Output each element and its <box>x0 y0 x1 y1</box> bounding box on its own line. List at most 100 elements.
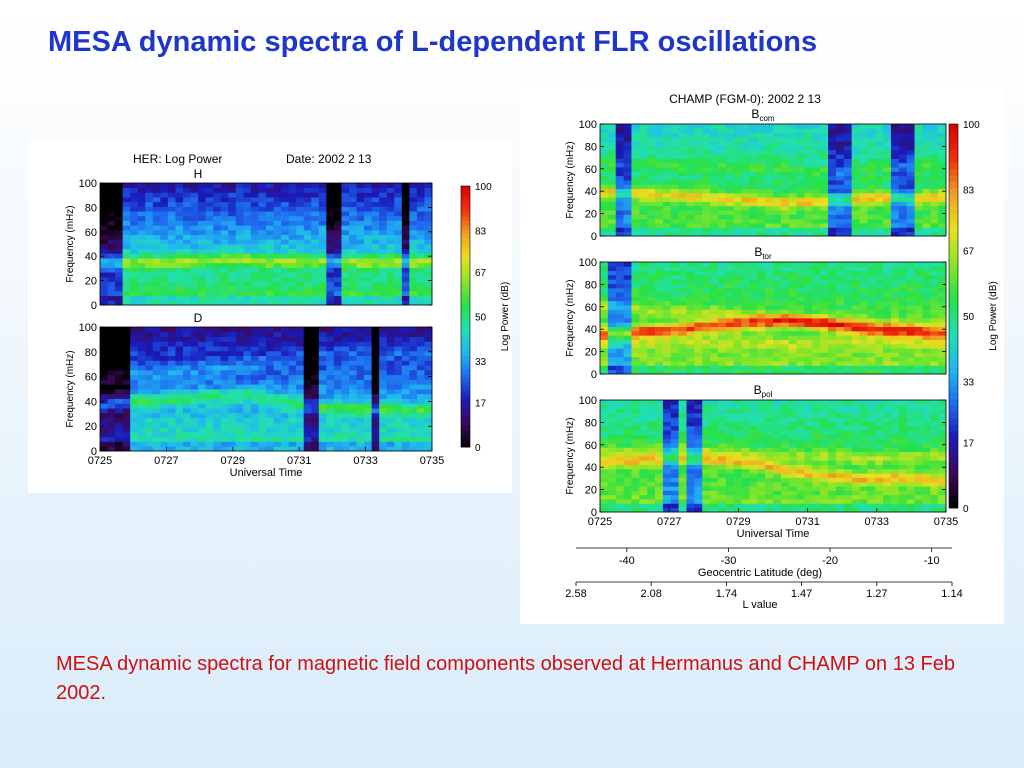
heatmap-cell <box>765 365 774 371</box>
heatmap-cell <box>409 446 418 452</box>
heatmap-cell <box>773 227 782 233</box>
heatmap-cell <box>364 408 373 414</box>
heatmap-cell <box>379 393 388 399</box>
heatmap-cell <box>235 412 244 419</box>
heatmap-cell <box>228 267 237 273</box>
heatmap-cell <box>780 167 790 172</box>
heatmap-cell <box>828 141 837 146</box>
heatmap-cell <box>898 201 908 207</box>
heatmap-cell <box>183 295 191 301</box>
heatmap-cell <box>828 313 837 319</box>
heatmap-cell <box>326 336 335 342</box>
heatmap-cell <box>152 225 161 231</box>
heatmap-cell <box>914 145 923 151</box>
heatmap-cell <box>183 369 191 376</box>
heatmap-cell <box>371 417 380 423</box>
heatmap-cell <box>914 283 923 289</box>
heatmap-cell <box>623 162 632 168</box>
heatmap-cell <box>780 192 790 198</box>
heatmap-cell <box>725 227 735 233</box>
heatmap-cell <box>930 356 939 362</box>
heatmap-cell <box>741 158 750 164</box>
heatmap-cell <box>804 197 813 202</box>
heatmap-cell <box>160 300 169 306</box>
heatmap-cell <box>401 427 410 433</box>
heatmap-cell <box>333 327 342 333</box>
heatmap-cell <box>288 360 297 366</box>
heatmap-cell <box>296 427 305 433</box>
heatmap-cell <box>749 270 758 276</box>
heatmap-cell <box>341 417 350 423</box>
heatmap-cell <box>273 441 282 447</box>
heatmap-cell <box>615 128 624 134</box>
heatmap-cell <box>296 374 305 380</box>
heatmap-cell <box>686 305 695 310</box>
heatmap-cell <box>220 327 229 333</box>
heatmap-cell <box>670 369 680 375</box>
heatmap-cell <box>804 322 813 328</box>
heatmap-cell <box>828 201 837 207</box>
heatmap-cell <box>741 339 750 345</box>
heatmap-cell <box>930 188 939 194</box>
heatmap-cell <box>639 408 648 414</box>
heatmap-cell <box>898 149 908 155</box>
heatmap-cell <box>243 374 252 380</box>
heatmap-cell <box>205 446 214 452</box>
heatmap-cell <box>175 253 184 259</box>
heatmap-cell <box>205 248 214 254</box>
heatmap-cell <box>115 258 124 264</box>
heatmap-cell <box>311 211 320 217</box>
heatmap-cell <box>356 229 365 236</box>
heatmap-cell <box>804 318 813 323</box>
heatmap-cell <box>670 184 680 190</box>
heatmap-cell <box>386 276 395 282</box>
heatmap-cell <box>401 211 410 217</box>
heatmap-cell <box>922 369 931 375</box>
heatmap-cell <box>757 175 766 181</box>
heatmap-cell <box>175 262 184 268</box>
heatmap-cell <box>741 145 750 151</box>
heatmap-cell <box>883 167 892 172</box>
heatmap-cell <box>273 427 282 433</box>
heatmap-cell <box>183 360 191 366</box>
heatmap-cell <box>273 350 282 357</box>
heatmap-cell <box>175 412 184 419</box>
heatmap-cell <box>773 132 782 138</box>
heatmap-cell <box>820 227 829 233</box>
heatmap-cell <box>843 322 853 328</box>
heatmap-cell <box>922 343 931 349</box>
heatmap-cell <box>394 220 403 226</box>
heatmap-cell <box>898 175 908 181</box>
heatmap-cell <box>183 197 191 203</box>
heatmap-cell <box>662 223 672 228</box>
heatmap-cell <box>364 331 373 337</box>
heatmap-cell <box>623 141 632 146</box>
heatmap-cell <box>281 248 290 254</box>
heatmap-cell <box>686 262 695 267</box>
heatmap-cell <box>804 279 813 284</box>
heatmap-cell <box>386 341 395 347</box>
heatmap-cell <box>137 281 146 287</box>
heatmap-cell <box>670 279 680 284</box>
colorbar-segment <box>461 433 470 439</box>
heatmap-cell <box>416 276 425 282</box>
heatmap-cell <box>266 215 274 221</box>
heatmap-cell <box>371 248 380 254</box>
heatmap-cell <box>812 154 821 159</box>
heatmap-cell <box>890 141 900 146</box>
heatmap-cell <box>647 132 656 138</box>
heatmap-cell <box>198 248 207 254</box>
heatmap-cell <box>318 258 327 264</box>
heatmap-cell <box>228 183 237 189</box>
heatmap-cell <box>349 379 357 385</box>
heatmap-cell <box>303 211 312 217</box>
heatmap-cell <box>678 356 687 362</box>
heatmap-cell <box>662 274 672 280</box>
heatmap-cell <box>820 149 829 155</box>
heatmap-cell <box>780 184 790 190</box>
heatmap-cell <box>220 211 229 217</box>
heatmap-cell <box>788 335 797 340</box>
heatmap-cell <box>883 361 892 366</box>
heatmap-cell <box>843 128 853 134</box>
heatmap-cell <box>883 214 892 220</box>
